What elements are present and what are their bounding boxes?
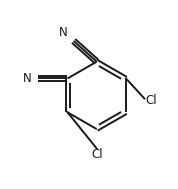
Text: Cl: Cl: [91, 148, 103, 161]
Text: N: N: [23, 72, 32, 85]
Text: Cl: Cl: [145, 94, 157, 108]
Text: N: N: [59, 26, 68, 39]
